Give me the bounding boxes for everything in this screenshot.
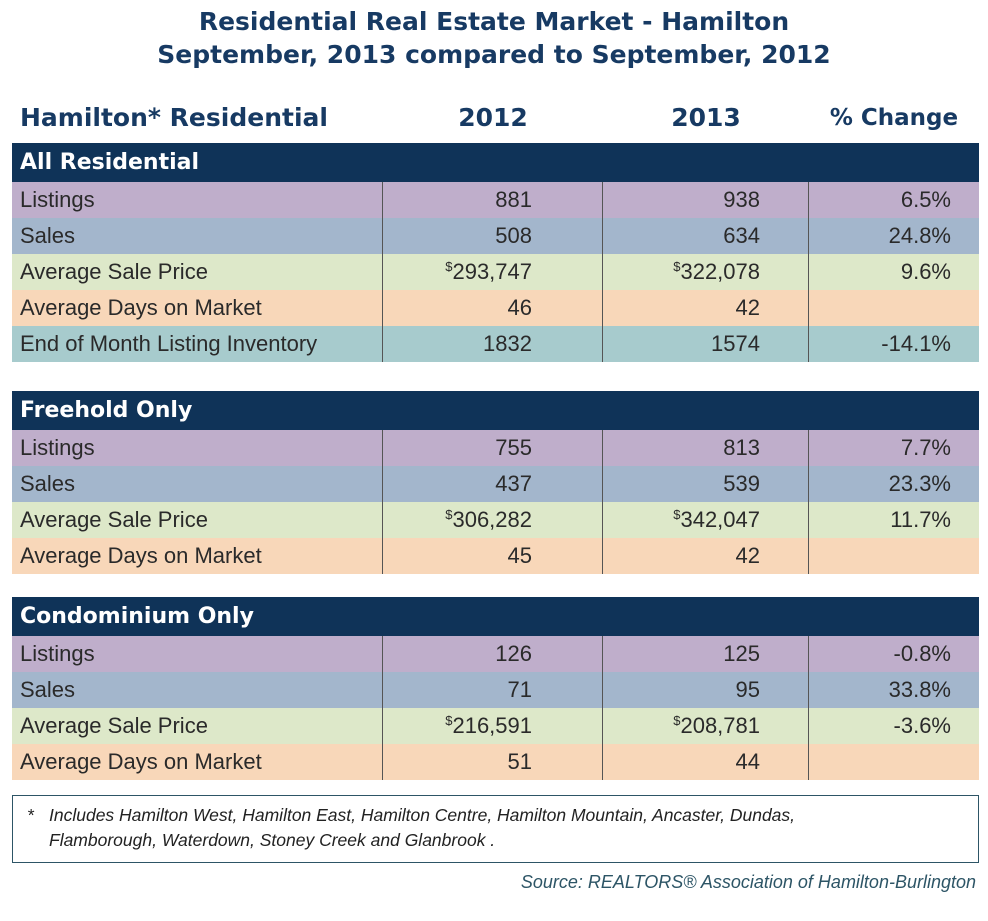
section-heading: Condominium Only [12,597,979,636]
value-change: 9.6% [808,254,979,290]
table-row: Listings 126 125 -0.8% [12,636,979,672]
footnote-asterisk: * [27,805,34,825]
section-heading: All Residential [12,143,979,182]
value-2013: 539 [602,466,808,502]
source-credit: Source: REALTORS® Association of Hamilto… [520,872,976,892]
column-header-change: % Change [829,105,959,131]
value-change: -0.8% [808,636,979,672]
column-header-2012: 2012 [458,103,528,132]
table-row: Sales 508 634 24.8% [12,218,979,254]
dollar-sign: $ [673,713,681,728]
dollar-sign: $ [673,259,681,274]
price-value: 306,282 [452,507,532,532]
footnote-box: * Includes Hamilton West, Hamilton East,… [12,795,979,863]
value-2012: 881 [382,182,602,218]
row-label: End of Month Listing Inventory [20,331,318,356]
value-2013: 938 [602,182,808,218]
value-2013: $342,047 [602,502,808,538]
table-row: Sales 71 95 33.8% [12,672,979,708]
value-change: 23.3% [808,466,979,502]
section-heading: Freehold Only [12,391,979,430]
row-label: Sales [20,223,76,248]
value-2012: 437 [382,466,602,502]
value-change [808,290,979,326]
row-label: Average Sale Price [20,713,208,738]
dollar-sign: $ [445,507,453,522]
value-change [808,538,979,574]
row-label: Average Days on Market [20,749,262,774]
table-row: Average Days on Market 46 42 [12,290,979,326]
value-2012: 71 [382,672,602,708]
row-label: Listings [20,187,95,212]
value-2013: 95 [602,672,808,708]
table-row: Sales 437 539 23.3% [12,466,979,502]
value-2012: 508 [382,218,602,254]
row-label: Sales [20,677,76,702]
dollar-sign: $ [673,507,681,522]
section-all-residential: All Residential Listings 881 938 6.5% Sa… [12,143,979,362]
table-row: Listings 881 938 6.5% [12,182,979,218]
value-2012: $216,591 [382,708,602,744]
value-2013: 42 [602,538,808,574]
table-row: Average Days on Market 51 44 [12,744,979,780]
table-row: End of Month Listing Inventory 1832 1574… [12,326,979,362]
dollar-sign: $ [445,259,453,274]
value-2013: $322,078 [602,254,808,290]
value-change: 11.7% [808,502,979,538]
table-row: Average Days on Market 45 42 [12,538,979,574]
table-row: Average Sale Price $293,747 $322,078 9.6… [12,254,979,290]
footnote-line-2: Flamborough, Waterdown, Stoney Creek and… [49,830,496,850]
value-change: 33.8% [808,672,979,708]
value-change [808,744,979,780]
row-label: Listings [20,641,95,666]
dollar-sign: $ [445,713,453,728]
price-value: 342,047 [680,507,760,532]
value-2013: 125 [602,636,808,672]
value-2012: 46 [382,290,602,326]
footnote-line-1: Includes Hamilton West, Hamilton East, H… [49,805,796,825]
value-change: 7.7% [808,430,979,466]
section-condominium-only: Condominium Only Listings 126 125 -0.8% … [12,597,979,780]
value-2013: 42 [602,290,808,326]
row-label: Average Days on Market [20,543,262,568]
value-change: 6.5% [808,182,979,218]
value-change: 24.8% [808,218,979,254]
column-header-label: Hamilton* Residential [20,103,328,132]
row-label: Average Days on Market [20,295,262,320]
table-row: Average Sale Price $306,282 $342,047 11.… [12,502,979,538]
value-2012: 51 [382,744,602,780]
page-subtitle: September, 2013 compared to September, 2… [157,40,831,69]
value-change: -3.6% [808,708,979,744]
table-row: Listings 755 813 7.7% [12,430,979,466]
column-header-2013: 2013 [671,103,741,132]
row-label: Sales [20,471,76,496]
price-value: 216,591 [452,713,532,738]
price-value: 293,747 [452,259,532,284]
value-2012: 45 [382,538,602,574]
section-freehold-only: Freehold Only Listings 755 813 7.7% Sale… [12,391,979,574]
row-label: Average Sale Price [20,259,208,284]
table-row: Average Sale Price $216,591 $208,781 -3.… [12,708,979,744]
value-2013: 813 [602,430,808,466]
value-2013: 44 [602,744,808,780]
value-2012: 1832 [382,326,602,362]
price-value: 208,781 [680,713,760,738]
page-title: Residential Real Estate Market - Hamilto… [198,7,790,36]
value-2012: 755 [382,430,602,466]
value-change: -14.1% [808,326,979,362]
value-2012: 126 [382,636,602,672]
value-2012: $306,282 [382,502,602,538]
row-label: Average Sale Price [20,507,208,532]
value-2013: 634 [602,218,808,254]
value-2013: $208,781 [602,708,808,744]
value-2012: $293,747 [382,254,602,290]
row-label: Listings [20,435,95,460]
price-value: 322,078 [680,259,760,284]
value-2013: 1574 [602,326,808,362]
